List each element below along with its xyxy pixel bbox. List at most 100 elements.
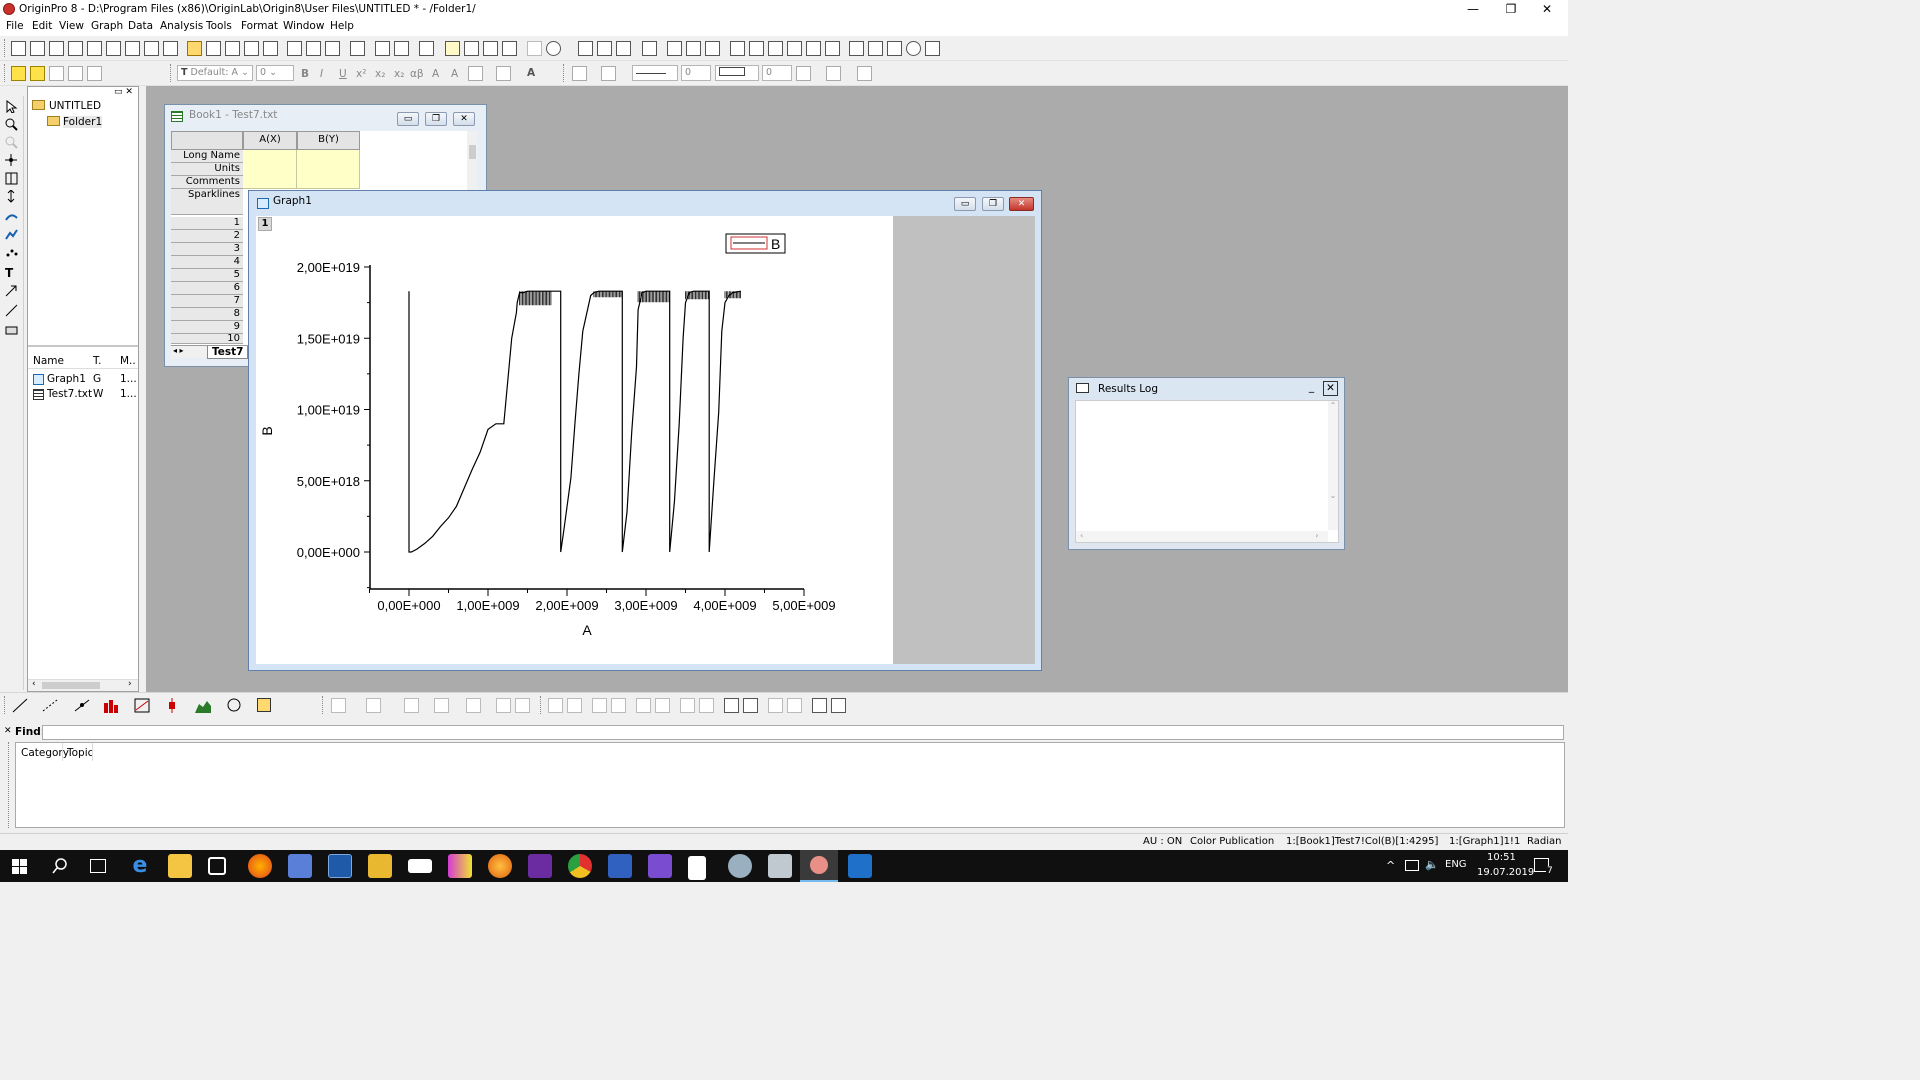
results-log-icon[interactable] — [445, 41, 460, 56]
toolbar-grip[interactable] — [322, 696, 325, 714]
subscript-button[interactable]: x₂ — [375, 68, 386, 80]
graph-minimize-button[interactable]: ▭ — [954, 197, 976, 211]
axis-top-right-icon[interactable] — [825, 41, 840, 56]
box-chart-icon[interactable] — [166, 698, 182, 713]
align-bottom-objects-icon[interactable] — [611, 698, 626, 713]
template-library-icon[interactable] — [257, 698, 271, 712]
row-label-comments[interactable]: Comments — [171, 176, 243, 189]
menu-data[interactable]: Data — [128, 20, 154, 32]
list-item[interactable]: Graph1 G 1... — [32, 373, 138, 387]
tray-overflow-icon[interactable]: ^ — [1386, 859, 1396, 872]
row-number[interactable]: 8 — [171, 308, 243, 321]
toolbar-grip[interactable] — [4, 696, 7, 714]
pencil-icon[interactable] — [11, 66, 26, 81]
menu-help[interactable]: Help — [330, 20, 354, 32]
menu-window[interactable]: Window — [283, 20, 325, 32]
superscript-button[interactable]: x² — [356, 68, 367, 80]
layer-indicator[interactable]: 1 — [258, 217, 272, 231]
bar-align-icon[interactable] — [496, 66, 511, 81]
subfolder-item[interactable]: Folder1 — [63, 116, 103, 128]
scroll-right-icon[interactable]: › — [128, 679, 132, 689]
border-combo[interactable] — [715, 65, 759, 81]
column-type[interactable]: T. — [93, 355, 102, 367]
print-icon[interactable] — [350, 41, 365, 56]
pointer-icon[interactable] — [5, 99, 18, 114]
new-layout-icon[interactable] — [144, 41, 159, 56]
grid-align-icon[interactable] — [466, 698, 481, 713]
font-size-combo[interactable]: 0 ⌄ — [256, 65, 294, 81]
column-topic[interactable]: Topic — [67, 747, 94, 759]
fill-width-combo[interactable]: 0 — [762, 65, 792, 81]
mail-icon[interactable] — [408, 859, 432, 873]
italic-button[interactable]: I — [320, 68, 324, 80]
toolbar-grip[interactable] — [4, 39, 7, 57]
save-template-icon[interactable] — [263, 41, 278, 56]
minimize-button[interactable]: — — [1467, 2, 1479, 16]
line-plot[interactable]: 0,00E+000 5,00E+018 1,00E+019 1,50E+019 2,00… — [256, 216, 893, 664]
code-builder-icon[interactable] — [502, 41, 517, 56]
text-tool-icon[interactable]: T — [5, 266, 14, 280]
column-plot-icon[interactable] — [103, 698, 119, 713]
grow-font-button[interactable]: A — [432, 68, 440, 80]
highlight-icon[interactable] — [30, 66, 45, 81]
column-divider[interactable] — [92, 743, 93, 761]
duplicate-icon[interactable] — [394, 41, 409, 56]
align-vertical-icon[interactable] — [636, 698, 651, 713]
row-number[interactable]: 4 — [171, 256, 243, 269]
menu-file[interactable]: File — [6, 20, 24, 32]
bring-front-icon[interactable] — [404, 698, 419, 713]
font-combo[interactable]: T Default: A ⌄ — [177, 65, 253, 81]
new-excel-icon[interactable] — [68, 41, 83, 56]
column-divider[interactable] — [62, 743, 63, 761]
scatter-tool-icon[interactable] — [5, 246, 18, 259]
chrome-icon[interactable] — [568, 854, 592, 878]
calculator-icon[interactable] — [688, 856, 706, 880]
open-template-icon[interactable] — [206, 41, 221, 56]
import-multiple-icon[interactable] — [306, 41, 321, 56]
group-icon[interactable] — [331, 698, 346, 713]
menu-format[interactable]: Format — [241, 20, 279, 32]
line-color-icon[interactable] — [601, 66, 616, 81]
find-panel-close-icon[interactable]: ✕ — [4, 726, 12, 736]
label-cells-a[interactable] — [243, 150, 297, 189]
windows-start-icon[interactable] — [12, 859, 27, 874]
axis-right-icon[interactable] — [768, 41, 783, 56]
line-symbol-plot-icon[interactable] — [74, 698, 90, 713]
results-log-panel[interactable]: Results Log _ ✕ ⌃ ⌄ ‹ › — [1068, 377, 1345, 550]
store-icon[interactable] — [208, 857, 226, 875]
pin-icon[interactable] — [68, 66, 83, 81]
scroll-left-icon[interactable]: ‹ — [32, 679, 36, 689]
explorer-hscrollbar[interactable]: ‹ › — [28, 679, 138, 691]
row-number[interactable]: 7 — [171, 295, 243, 308]
menu-graph[interactable]: Graph — [91, 20, 124, 32]
mask-points-icon[interactable] — [5, 210, 18, 223]
graph-window[interactable]: Graph1 ▭ ❐ ✕ 1 0,00E+000 5,00E+018 1,00E+0… — [248, 190, 1042, 671]
find-panel-grip[interactable] — [8, 742, 12, 828]
file-explorer-icon[interactable] — [168, 854, 192, 878]
column-header-a[interactable]: A(X) — [243, 131, 297, 150]
align-horizontal-icon[interactable] — [655, 698, 670, 713]
fill-color-icon[interactable] — [572, 66, 587, 81]
new-graph-icon[interactable] — [87, 41, 102, 56]
undo-icon[interactable] — [546, 41, 561, 56]
pin-icon[interactable] — [1076, 383, 1089, 393]
merge-graph-icon[interactable] — [686, 41, 701, 56]
data-selector-icon[interactable] — [5, 189, 18, 203]
workbook-minimize-button[interactable]: ▭ — [397, 112, 419, 126]
line-style-combo[interactable] — [632, 65, 678, 81]
column-modified[interactable]: M.. — [120, 355, 136, 367]
super-sub-button[interactable]: x₂ — [394, 68, 405, 80]
bold-button[interactable]: B — [301, 68, 310, 80]
workbook-close-button[interactable]: ✕ — [453, 112, 475, 126]
results-log-vscrollbar[interactable]: ⌃ ⌄ — [1328, 401, 1338, 530]
greek-button[interactable]: αβ — [410, 68, 424, 80]
add-column-icon[interactable] — [527, 41, 542, 56]
distribute-v-icon[interactable] — [787, 698, 802, 713]
volume-icon[interactable]: 🔈 — [1425, 858, 1439, 871]
zoom-out-icon[interactable] — [597, 41, 612, 56]
toolbar-grip[interactable] — [540, 696, 543, 714]
align-left-objects-icon[interactable] — [548, 698, 563, 713]
whole-page-icon[interactable] — [616, 41, 631, 56]
back-icon[interactable] — [515, 698, 530, 713]
table-icon[interactable] — [857, 66, 872, 81]
